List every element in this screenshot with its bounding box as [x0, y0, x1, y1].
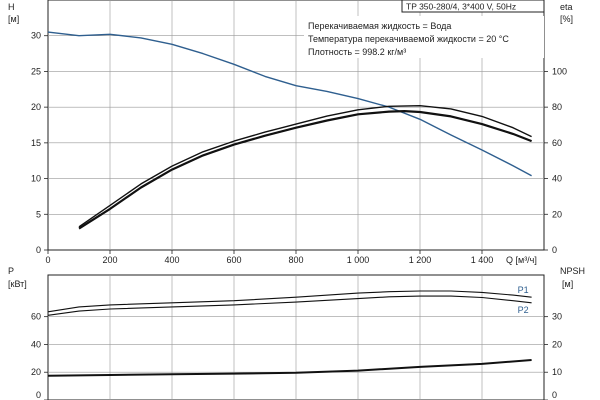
- head-curve: [47, 31, 532, 177]
- y2-tick-label: 80: [552, 102, 562, 112]
- upper-y2-axis-label: eta: [560, 2, 573, 12]
- lower-y2-tick-labels: 0 10 20 30: [552, 312, 562, 400]
- power-npsh-chart: P1 P2 0 20 40 60 0 10 20 30 P [кВт] NPSH [м]: [8, 266, 585, 400]
- y-tick-label: 25: [31, 66, 41, 76]
- power-curve-p2: [47, 295, 532, 316]
- y-tick-label: 10: [31, 174, 41, 184]
- chart-title: TP 350-280/4, 3*400 V, 50Hz: [406, 2, 516, 12]
- power-curve-p1: [47, 290, 532, 313]
- y2-tick-label: 40: [552, 174, 562, 184]
- y-tick-label: 0: [36, 390, 41, 400]
- y-tick-label: 15: [31, 138, 41, 148]
- conditions-box: [304, 16, 544, 58]
- y-tick-label: 5: [36, 209, 41, 219]
- upper-series: [47, 31, 532, 230]
- x-tick-label: 0: [45, 255, 50, 265]
- y2-tick-label: 30: [552, 312, 562, 322]
- y2-tick-label: 0: [552, 390, 557, 400]
- y2-tick-label: 100: [552, 66, 567, 76]
- y2-tick-label: 20: [552, 339, 562, 349]
- lower-y2-axis-unit: [м]: [562, 279, 573, 289]
- lower-gridlines: [44, 275, 548, 400]
- series-label-p1: P1: [518, 285, 529, 295]
- lower-y-axis-unit: [кВт]: [8, 279, 27, 289]
- lower-y-axis-label: P: [8, 266, 14, 276]
- lower-series: P1 P2: [47, 285, 532, 377]
- h-eta-chart: 0 200 400 600 800 1 000 1 200 1 400 05101520253…: [8, 0, 573, 265]
- x-tick-label: 600: [226, 255, 241, 265]
- y-tick-label: 20: [31, 367, 41, 377]
- y-tick-label: 20: [31, 102, 41, 112]
- lower-y2-axis-label: NPSH: [560, 266, 585, 276]
- npsh-curve: [47, 359, 532, 377]
- title-box: [401, 0, 545, 13]
- x-tick-label: 800: [288, 255, 303, 265]
- upper-x-tick-labels: 0 200 400 600 800 1 000 1 200 1 400: [45, 255, 493, 265]
- x-tick-label: 400: [164, 255, 179, 265]
- upper-y-tick-labels: 0 5 10 15 20 25 30: [31, 31, 41, 255]
- upper-y-axis-label: H: [8, 2, 15, 12]
- y-tick-label: 40: [31, 339, 41, 349]
- condition-temperature: Температура перекачиваемой жидкости = 20…: [308, 34, 509, 44]
- x-axis-label: Q [м³/ч]: [506, 255, 537, 265]
- efficiency-curve-2: [78, 104, 532, 228]
- x-tick-label: 200: [102, 255, 117, 265]
- y2-tick-label: 20: [552, 209, 562, 219]
- x-tick-label: 1 000: [347, 255, 370, 265]
- y-tick-label: 0: [36, 245, 41, 255]
- y2-tick-label: 60: [552, 138, 562, 148]
- condition-liquid: Перекачиваемая жидкость = Вода: [308, 21, 451, 31]
- series-label-p2: P2: [518, 305, 529, 315]
- x-tick-label: 1 200: [409, 255, 432, 265]
- y2-tick-label: 0: [552, 245, 557, 255]
- x-tick-label: 1 400: [471, 255, 494, 265]
- efficiency-curve-1: [78, 109, 532, 230]
- upper-y2-axis-unit: [%]: [560, 14, 573, 24]
- lower-y-tick-labels: 0 20 40 60: [31, 312, 41, 400]
- y-tick-label: 30: [31, 31, 41, 41]
- upper-y2-tick-labels: 0 20 40 60 80 100: [552, 66, 567, 255]
- upper-y-axis-unit: [м]: [8, 14, 19, 24]
- y2-tick-label: 10: [552, 367, 562, 377]
- y-tick-label: 60: [31, 312, 41, 322]
- condition-density: Плотность = 998.2 кг/м³: [308, 47, 406, 57]
